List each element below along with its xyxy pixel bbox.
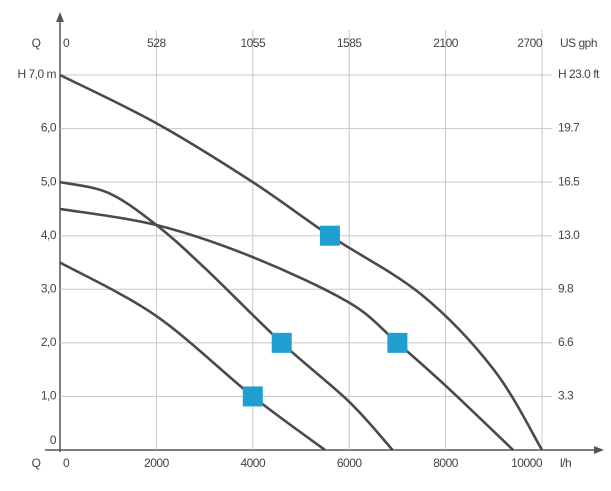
x-unit: l/h <box>560 456 571 470</box>
x-tick-label: 4000 <box>240 456 266 470</box>
x-axis-label: Q <box>32 456 41 470</box>
x-tick-label: 0 <box>63 456 70 470</box>
y-tick-label: 1,0 <box>41 389 57 403</box>
x2-unit: US gph <box>560 36 597 50</box>
x2-tick-label: 2700 <box>517 36 543 50</box>
x2-tick-label: 528 <box>147 36 166 50</box>
duty-point <box>319 225 340 246</box>
y-tick-label: 4,0 <box>41 228 57 242</box>
x-tick-label: 2000 <box>144 456 170 470</box>
x-tick-label: 10000 <box>511 456 543 470</box>
pump-curve <box>59 73 544 451</box>
top-axis-label: Q <box>32 36 41 50</box>
y2-tick-label: 6.6 <box>558 335 574 349</box>
y2-tick-label: 9.8 <box>558 281 574 295</box>
x-axis-arrow <box>594 446 604 454</box>
x2-tick-label: 1055 <box>240 36 266 50</box>
y-tick-label: H 7,0 m <box>17 67 56 81</box>
y2-tick-label: 19.7 <box>558 121 580 135</box>
y2-tick-label: H 23.0 ft <box>558 67 600 81</box>
y2-tick-label: 3.3 <box>558 389 574 403</box>
y2-tick-label: 16.5 <box>558 174 580 188</box>
y2-tick-label: 13.0 <box>558 228 580 242</box>
duty-point <box>387 332 408 353</box>
y-tick-label: 5,0 <box>41 174 57 188</box>
duty-point <box>271 332 292 353</box>
y-tick-label: 3,0 <box>41 281 57 295</box>
x2-tick-label: 1585 <box>337 36 363 50</box>
x2-tick-label: 0 <box>63 36 70 50</box>
x-tick-label: 6000 <box>337 456 363 470</box>
y-tick-label: 2,0 <box>41 335 57 349</box>
x-tick-label: 8000 <box>433 456 459 470</box>
pump-curve <box>59 261 326 452</box>
y-axis-arrow <box>56 12 64 22</box>
y-tick-label: 0 <box>50 433 57 447</box>
duty-point <box>242 386 263 407</box>
pump-curve <box>59 180 394 451</box>
y-tick-label: 6,0 <box>41 121 57 135</box>
x2-tick-label: 2100 <box>433 36 459 50</box>
